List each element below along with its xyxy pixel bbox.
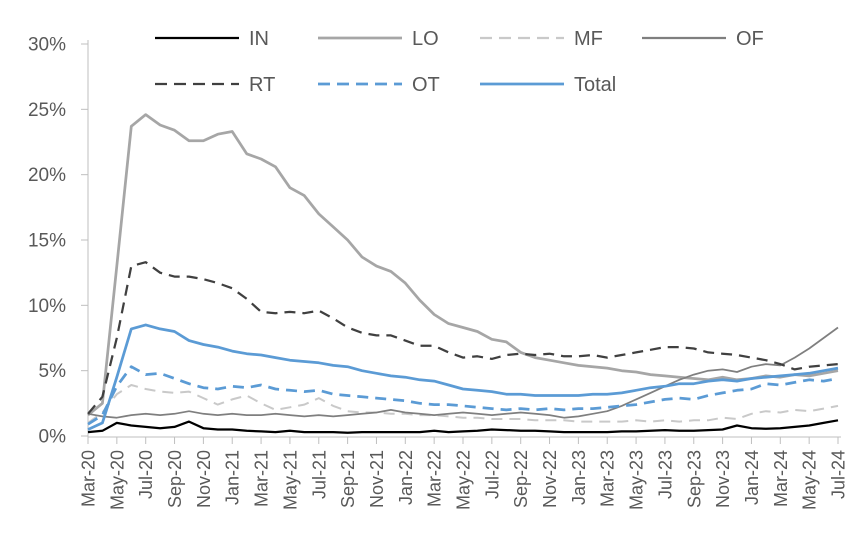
chart-legend: IN LO MF OF RT OT Total	[155, 28, 764, 96]
legend-item-lo: LO	[318, 28, 439, 50]
legend-label-total: Total	[574, 74, 616, 96]
x-tick-label: Sep-21	[338, 450, 358, 508]
x-tick-label: Nov-22	[540, 450, 560, 508]
series-line-ot	[87, 365, 839, 426]
x-tick-label: May-20	[107, 450, 127, 510]
legend-item-in: IN	[155, 28, 269, 50]
y-tick-label: 15%	[28, 231, 66, 252]
x-tick-label: Mar-22	[425, 450, 445, 507]
x-tick-label: May-24	[800, 450, 820, 510]
series-line-total	[87, 323, 839, 431]
y-tick-label: 20%	[28, 165, 66, 186]
x-tick-label: Mar-24	[771, 450, 791, 507]
x-tick-label: Sep-23	[684, 450, 704, 508]
x-tick-label: Jul-23	[655, 450, 675, 499]
x-tick-label: Jul-21	[309, 450, 329, 499]
legend-label-lo: LO	[412, 28, 439, 50]
legend-item-of: OF	[642, 28, 764, 50]
y-axis-labels: 0% 5% 10% 15% 20% 25% 30%	[28, 35, 88, 448]
x-tick-label: Jan-21	[223, 450, 243, 505]
x-tick-label: Mar-21	[252, 450, 272, 507]
x-tick-label: Mar-23	[598, 450, 618, 507]
legend-item-ot: OT	[318, 74, 440, 96]
x-tick-label: Nov-23	[713, 450, 733, 508]
legend-label-mf: MF	[574, 28, 603, 50]
x-tick-label: Jul-20	[136, 450, 156, 499]
x-tick-label: Nov-21	[367, 450, 387, 508]
y-tick-label: 0%	[39, 427, 67, 448]
y-tick-label: 30%	[28, 35, 66, 56]
x-tick-label: Jul-22	[482, 450, 502, 499]
series-line-of	[87, 326, 839, 419]
x-tick-label: May-21	[280, 450, 300, 510]
series-lines	[87, 113, 839, 434]
series-line-rt	[87, 261, 839, 415]
x-tick-label: May-22	[454, 450, 474, 510]
x-tick-label: Sep-20	[165, 450, 185, 508]
x-tick-label: Jan-23	[569, 450, 589, 505]
y-tick-label: 10%	[28, 296, 66, 317]
legend-item-mf: MF	[480, 28, 603, 50]
x-tick-label: May-23	[627, 450, 647, 510]
x-axis-labels: Mar-20 May-20 Jul-20 Sep-20 Nov-20 Jan-21 Mar-…	[79, 437, 849, 510]
x-tick-label: Jan-22	[396, 450, 416, 505]
series-line-in	[87, 419, 839, 434]
legend-label-of: OF	[736, 28, 764, 50]
x-tick-label: Mar-20	[79, 450, 99, 507]
x-tick-label: Sep-22	[511, 450, 531, 508]
legend-item-rt: RT	[155, 74, 275, 96]
x-tick-label: Jan-24	[742, 450, 762, 505]
series-line-lo	[87, 113, 839, 417]
x-tick-label: Jul-24	[829, 450, 849, 499]
legend-label-in: IN	[249, 28, 269, 50]
series-line-mf	[87, 384, 839, 424]
y-tick-label: 25%	[28, 100, 66, 121]
legend-item-total: Total	[480, 74, 616, 96]
legend-label-rt: RT	[249, 74, 275, 96]
x-tick-label: Nov-20	[194, 450, 214, 508]
legend-label-ot: OT	[412, 74, 440, 96]
y-tick-label: 5%	[39, 361, 67, 382]
